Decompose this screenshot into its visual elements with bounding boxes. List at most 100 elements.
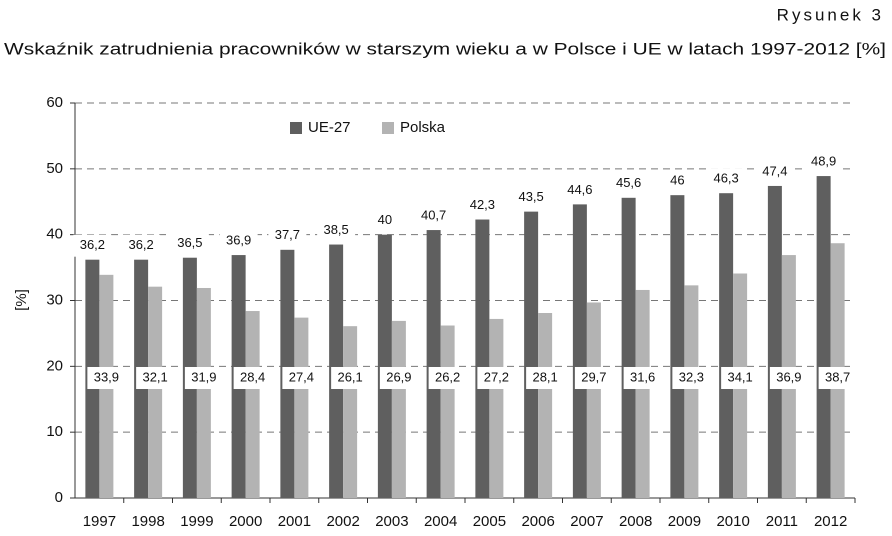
data-label: 26,1 [337,369,362,384]
data-label: 43,5 [518,189,543,204]
bar [475,219,490,498]
bar [245,311,260,498]
bar [196,287,211,498]
y-tick-label: 10 [46,423,63,440]
label-bg [463,194,502,217]
data-label: 36,9 [776,369,801,384]
x-tick-label: 2004 [424,513,457,530]
bar [391,320,406,498]
label-bg [87,367,126,389]
bar [148,286,163,498]
data-label: 26,2 [435,369,460,384]
label-bg [818,367,857,389]
data-label: 46 [670,173,684,188]
y-tick-label: 40 [46,226,63,243]
y-tick-label: 60 [46,94,63,111]
label-bg [122,234,161,257]
x-tick-label: 2011 [766,513,798,530]
label-bg [560,179,599,202]
x-tick-label: 2006 [521,513,554,530]
label-bg [331,367,370,389]
label-bg [623,367,662,389]
x-tick-label: 2009 [668,513,701,530]
legend-swatch [290,122,302,134]
label-bg [707,168,746,191]
data-label: 32,3 [679,369,704,384]
bar [426,230,441,498]
legend-label: Polska [400,119,446,136]
x-tick-label: 1998 [131,513,164,530]
data-label: 26,9 [386,369,411,384]
x-tick-label: 2007 [570,513,603,530]
x-tick-label: 2002 [326,513,359,530]
x-tick-label: 2001 [278,513,311,530]
label-bg [184,367,223,389]
data-label: 36,2 [80,237,105,252]
bar [816,176,831,498]
data-label: 36,9 [226,233,251,248]
x-tick-label: 2008 [619,513,652,530]
label-bg [170,232,209,255]
data-label: 40,7 [421,207,446,222]
label-bg [477,367,516,389]
data-label: 37,7 [275,227,300,242]
bar [621,197,636,499]
legend-label: UE-27 [308,119,351,136]
bar [524,211,539,498]
label-bg [428,367,467,389]
data-label: 31,9 [191,369,216,384]
bar [572,204,587,498]
data-label: 31,6 [630,369,655,384]
label-bg [769,367,808,389]
data-label: 28,1 [532,369,557,384]
y-tick-label: 30 [46,291,63,308]
x-tick-label: 2012 [814,513,847,530]
data-label: 36,5 [177,235,202,250]
data-label: 29,7 [581,369,606,384]
y-tick-label: 20 [46,357,63,374]
data-label: 40 [378,212,392,227]
data-label: 46,3 [713,171,738,186]
label-bg [379,367,418,389]
data-label: 32,1 [142,369,167,384]
label-bg [658,170,697,193]
data-label: 48,9 [811,154,836,169]
figure-label: Rysunek 3 [777,5,884,24]
label-bg [219,230,258,253]
bar [489,318,504,498]
legend-swatch [382,122,394,134]
bar [538,313,553,498]
bar [377,234,392,498]
x-tick-label: 2005 [473,513,506,530]
x-tick-label: 2003 [375,513,408,530]
data-label: 33,9 [94,369,119,384]
y-tick-label: 50 [46,160,63,177]
label-bg [672,367,711,389]
data-label: 27,4 [289,369,314,384]
data-label: 45,6 [616,175,641,190]
label-bg [414,205,453,228]
label-bg [365,209,404,232]
y-axis-label: [%] [13,289,30,311]
bar [767,185,782,498]
label-bg [317,219,356,242]
data-label: 34,1 [727,369,752,384]
x-tick-label: 1999 [180,513,213,530]
data-label: 47,4 [762,163,787,178]
bar [343,326,358,498]
data-label: 36,2 [128,237,153,252]
bar [440,325,455,498]
label-bg [755,160,794,183]
bar [684,285,699,498]
x-tick-label: 1997 [83,513,116,530]
data-label: 27,2 [484,369,509,384]
data-label: 38,5 [323,222,348,237]
bar [586,302,601,498]
chart-title: Wskaźnik zatrudnienia pracowników w star… [4,39,886,58]
data-label: 44,6 [567,182,592,197]
label-bg [721,367,760,389]
bar [635,289,650,498]
bar [719,193,734,499]
x-tick-label: 2010 [716,513,749,530]
